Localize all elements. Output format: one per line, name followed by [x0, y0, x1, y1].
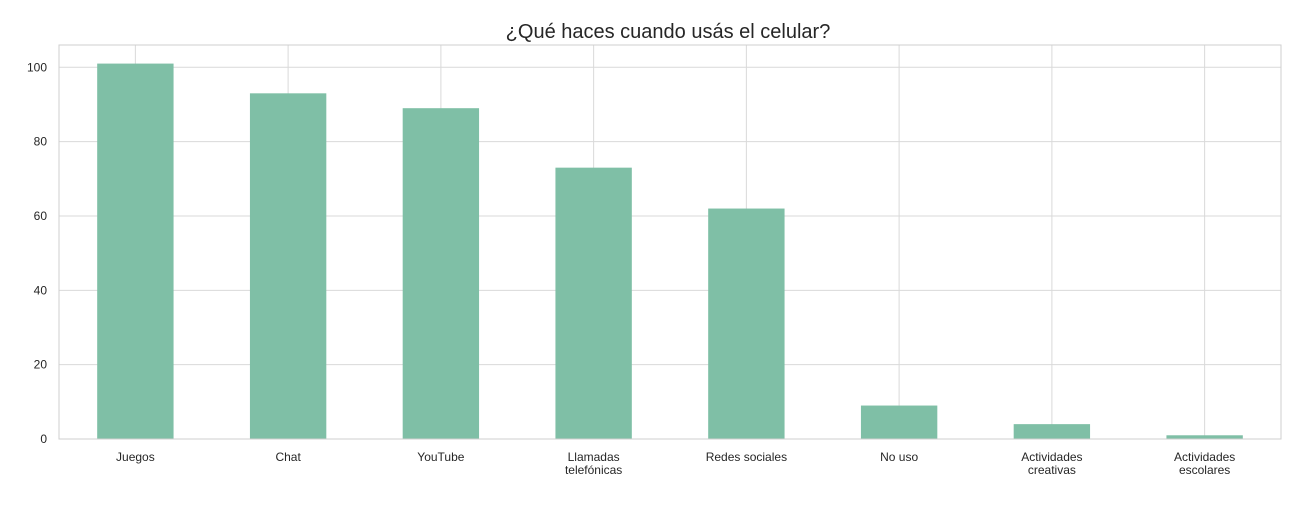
x-tick-label: YouTube	[417, 450, 464, 464]
y-tick-label: 0	[40, 432, 47, 446]
x-tick-label: Chat	[275, 450, 301, 464]
bar	[402, 108, 480, 439]
bar	[1013, 424, 1091, 439]
bar	[249, 93, 327, 440]
y-axis-ticks: 0 20 40 60 80 100	[27, 60, 47, 446]
y-tick-label: 100	[27, 60, 47, 74]
x-tick-label: Redes sociales	[706, 450, 787, 464]
y-tick-label: 40	[34, 283, 48, 297]
bar	[708, 208, 785, 439]
grid-layer	[59, 45, 1281, 440]
x-tick-label: Llamadas telefónicas	[565, 450, 622, 477]
x-axis-ticks: Juegos Chat YouTube Llamadas telefónicas Rede…	[116, 450, 1235, 477]
x-tick-label: Juegos	[116, 450, 155, 464]
x-tick-label: Actividades escolares	[1174, 450, 1235, 477]
bar	[97, 63, 174, 440]
y-tick-label: 20	[34, 358, 48, 372]
plot-frame	[58, 44, 1282, 440]
x-tick-label: Actividades creativas	[1021, 450, 1082, 477]
x-tick-label: No uso	[880, 450, 918, 464]
chart-title: ¿Qué haces cuando usás el celular?	[506, 21, 831, 43]
bar-layer	[97, 63, 1243, 440]
y-tick-label: 80	[34, 135, 48, 149]
bar	[1166, 435, 1243, 439]
bar	[860, 405, 938, 439]
bar	[555, 167, 632, 439]
y-tick-label: 60	[34, 209, 48, 223]
